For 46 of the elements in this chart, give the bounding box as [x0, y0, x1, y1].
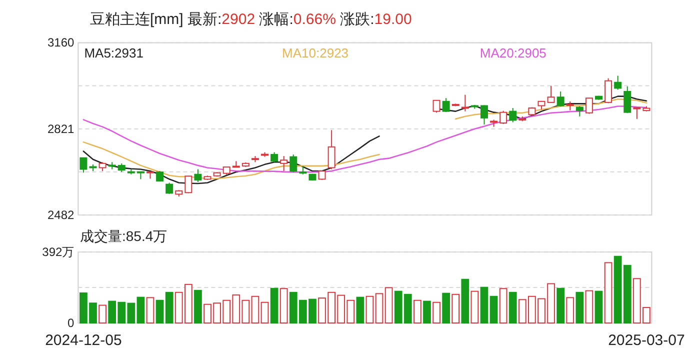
bar: [594, 290, 603, 324]
y-tick-label: 0: [68, 316, 75, 330]
x-tick-label: 2025-03-07: [608, 332, 685, 349]
bar: [414, 300, 422, 324]
bar: [260, 302, 269, 324]
bar: [566, 297, 574, 324]
bar: [98, 304, 106, 324]
bar: [480, 286, 488, 324]
bar: [556, 288, 565, 324]
bar: [280, 288, 288, 324]
bar: [156, 300, 164, 324]
text: MA5:2931: [84, 46, 144, 61]
bar: [356, 296, 364, 324]
bar: [384, 287, 393, 324]
bar: [576, 292, 584, 324]
bar: [442, 292, 450, 324]
candlestick: [328, 130, 336, 170]
bar: [490, 296, 498, 324]
bar: [585, 290, 594, 324]
text: MA10:2923: [282, 46, 349, 61]
chart-title: 成交量:85.4万: [80, 228, 168, 244]
candlestick: [633, 107, 641, 120]
bar: [423, 300, 431, 324]
candlestick: [461, 94, 469, 112]
bar: [452, 294, 460, 324]
bar: [165, 292, 174, 324]
bar: [366, 296, 374, 324]
x-tick-label: 2024-12-05: [45, 332, 122, 349]
bar: [251, 296, 260, 324]
bar: [499, 288, 508, 324]
y-tick-label: 2482: [47, 208, 75, 222]
bar: [146, 297, 154, 324]
chart-title: 豆粕主连[mm] 最新:2902 涨幅:0.66% 涨跌:19.00: [90, 11, 412, 28]
bar: [461, 278, 470, 324]
bar: [604, 262, 612, 324]
bar: [194, 290, 202, 324]
bar: [470, 290, 479, 324]
y-tick-label: 2821: [47, 122, 75, 136]
bar: [270, 288, 278, 324]
y-tick-label: 3160: [47, 36, 75, 50]
bar: [432, 302, 440, 324]
text: MA20:2905: [480, 46, 546, 61]
bar: [375, 293, 384, 324]
y-tick-label: 392万: [42, 245, 74, 259]
bar: [508, 292, 517, 324]
bar: [136, 296, 145, 324]
